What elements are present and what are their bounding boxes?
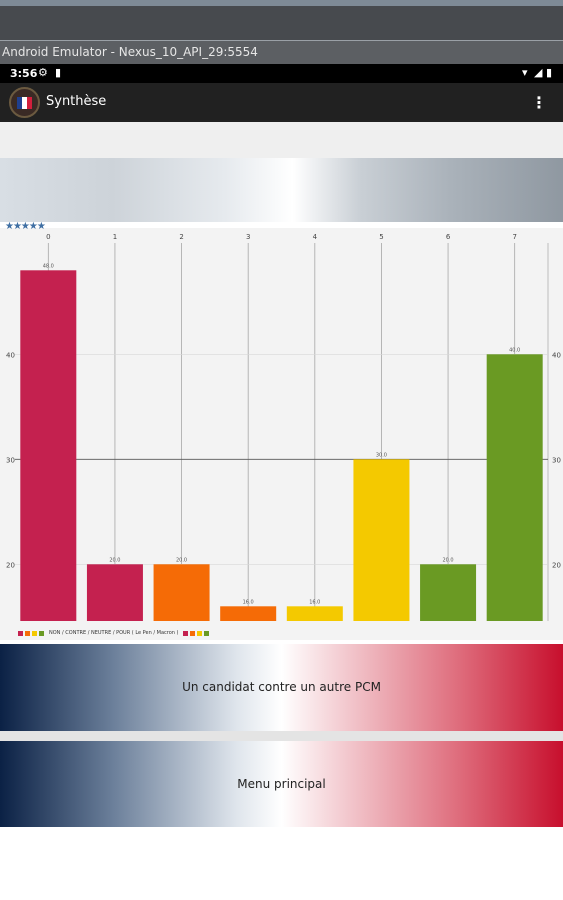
button-separator: [0, 731, 563, 741]
legend-swatch-pour: [39, 630, 44, 636]
main-menu-button[interactable]: Menu principal: [0, 741, 563, 827]
bar-6: [420, 564, 477, 621]
y-tick-label-left-30: 30: [6, 456, 15, 464]
settings-icon: ⚙: [38, 66, 48, 79]
y-tick-label-right-40: 40: [552, 351, 561, 359]
bar-value-label-6: 20.0: [442, 557, 453, 563]
bottom-area: [0, 827, 563, 900]
chart-legend: NON / CONTRE / NEUTRE / POUR ( Le Pen / …: [18, 628, 210, 638]
x-tick-label-4: 4: [313, 233, 318, 241]
status-bar: 3:56 ⚙ ▮ ▾ ◢ ▮: [0, 64, 563, 83]
legend-swatch-contre-2: [190, 630, 196, 636]
bar-4: [286, 606, 343, 621]
legend-swatch-pour-2: [204, 630, 210, 636]
candidate-vs-candidate-button[interactable]: Un candidat contre un autre PCM: [0, 644, 563, 731]
more-vert-icon[interactable]: ⋮: [531, 93, 547, 112]
bar-chart: 0 1 2 3 4 5 6 7 20 20 30 30 40 40 48.0 20.0 20.0 16.0 16.0…: [6, 233, 561, 621]
bar-2: [153, 564, 210, 621]
bar-value-label-2: 20.0: [176, 557, 187, 563]
bar-value-label-0: 48.0: [43, 263, 54, 269]
bar-7: [486, 354, 543, 621]
legend-swatch-neutre: [32, 630, 37, 636]
bar-5: [353, 459, 410, 621]
legend-swatch-non-2: [183, 630, 189, 636]
battery-icon: ▮: [546, 66, 553, 79]
x-tick-label-7: 7: [512, 233, 516, 241]
x-tick-label-6: 6: [446, 233, 451, 241]
metal-banner: [0, 158, 563, 222]
bar-0: [20, 270, 77, 621]
x-tick-label-0: 0: [46, 233, 50, 241]
bar-value-label-1: 20.0: [109, 557, 120, 563]
y-tick-label-left-20: 20: [6, 561, 15, 569]
bar-value-label-3: 16.0: [243, 599, 254, 605]
bar-1: [86, 564, 143, 621]
x-tick-label-3: 3: [246, 233, 250, 241]
y-tick-label-right-20: 20: [552, 561, 561, 569]
bar-value-label-4: 16.0: [309, 599, 320, 605]
french-flag-icon: [17, 97, 32, 109]
legend-swatch-non: [18, 630, 23, 636]
app-bar: Synthèse ⋮: [0, 83, 563, 122]
top-strip: [0, 122, 563, 158]
host-window-bar: [0, 0, 563, 40]
x-tick-label-5: 5: [379, 233, 383, 241]
bar-3: [220, 606, 277, 621]
wifi-icon: ▾: [522, 66, 528, 79]
bar-value-label-5: 30.0: [376, 452, 387, 458]
emulator-title: Android Emulator - Nexus_10_API_29:5554: [0, 40, 563, 64]
bar-value-label-7: 40.0: [509, 347, 520, 353]
legend-text: NON / CONTRE / NEUTRE / POUR ( Le Pen / …: [49, 630, 179, 636]
status-time: 3:56: [10, 67, 38, 80]
page-title: Synthèse: [46, 94, 107, 109]
x-tick-label-1: 1: [113, 233, 117, 241]
legend-swatch-contre: [25, 630, 30, 636]
legend-swatch-neutre-2: [197, 630, 203, 636]
rating-stars: ★★★★★: [5, 221, 46, 232]
signal-icon: ◢: [534, 66, 543, 79]
x-tick-label-2: 2: [179, 233, 183, 241]
y-tick-label-right-30: 30: [552, 456, 561, 464]
sd-card-icon: ▮: [55, 66, 62, 79]
y-tick-label-left-40: 40: [6, 351, 15, 359]
app-logo: [9, 87, 40, 118]
